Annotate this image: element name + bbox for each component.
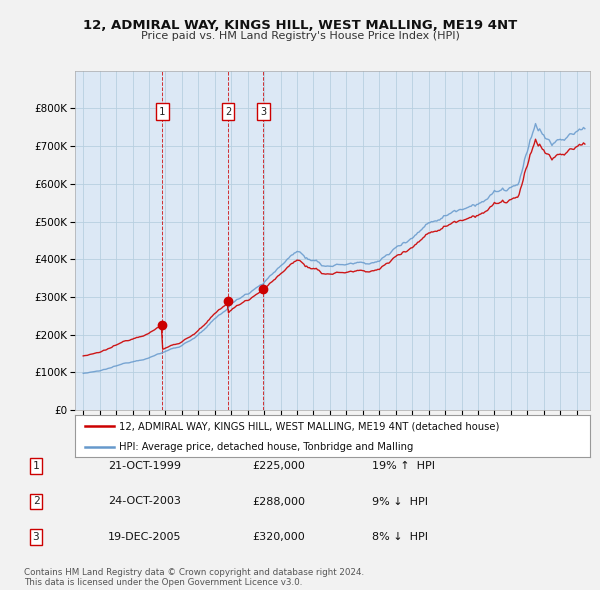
Text: 2: 2 [32,497,40,506]
Text: £320,000: £320,000 [252,532,305,542]
Text: 1: 1 [159,107,166,116]
Text: 21-OCT-1999: 21-OCT-1999 [108,461,181,471]
Text: 1: 1 [32,461,40,471]
Text: Price paid vs. HM Land Registry's House Price Index (HPI): Price paid vs. HM Land Registry's House … [140,31,460,41]
Text: 19-DEC-2005: 19-DEC-2005 [108,532,182,542]
Text: HPI: Average price, detached house, Tonbridge and Malling: HPI: Average price, detached house, Tonb… [119,442,413,451]
Text: 2: 2 [225,107,231,116]
Text: £288,000: £288,000 [252,497,305,506]
Text: 12, ADMIRAL WAY, KINGS HILL, WEST MALLING, ME19 4NT (detached house): 12, ADMIRAL WAY, KINGS HILL, WEST MALLIN… [119,421,499,431]
Text: £225,000: £225,000 [252,461,305,471]
Text: 12, ADMIRAL WAY, KINGS HILL, WEST MALLING, ME19 4NT: 12, ADMIRAL WAY, KINGS HILL, WEST MALLIN… [83,19,517,32]
Text: This data is licensed under the Open Government Licence v3.0.: This data is licensed under the Open Gov… [24,578,302,587]
Text: 8% ↓  HPI: 8% ↓ HPI [372,532,428,542]
Text: 24-OCT-2003: 24-OCT-2003 [108,497,181,506]
Text: 9% ↓  HPI: 9% ↓ HPI [372,497,428,506]
Text: Contains HM Land Registry data © Crown copyright and database right 2024.: Contains HM Land Registry data © Crown c… [24,568,364,576]
Text: 3: 3 [260,107,266,116]
Text: 19% ↑  HPI: 19% ↑ HPI [372,461,435,471]
Text: 3: 3 [32,532,40,542]
